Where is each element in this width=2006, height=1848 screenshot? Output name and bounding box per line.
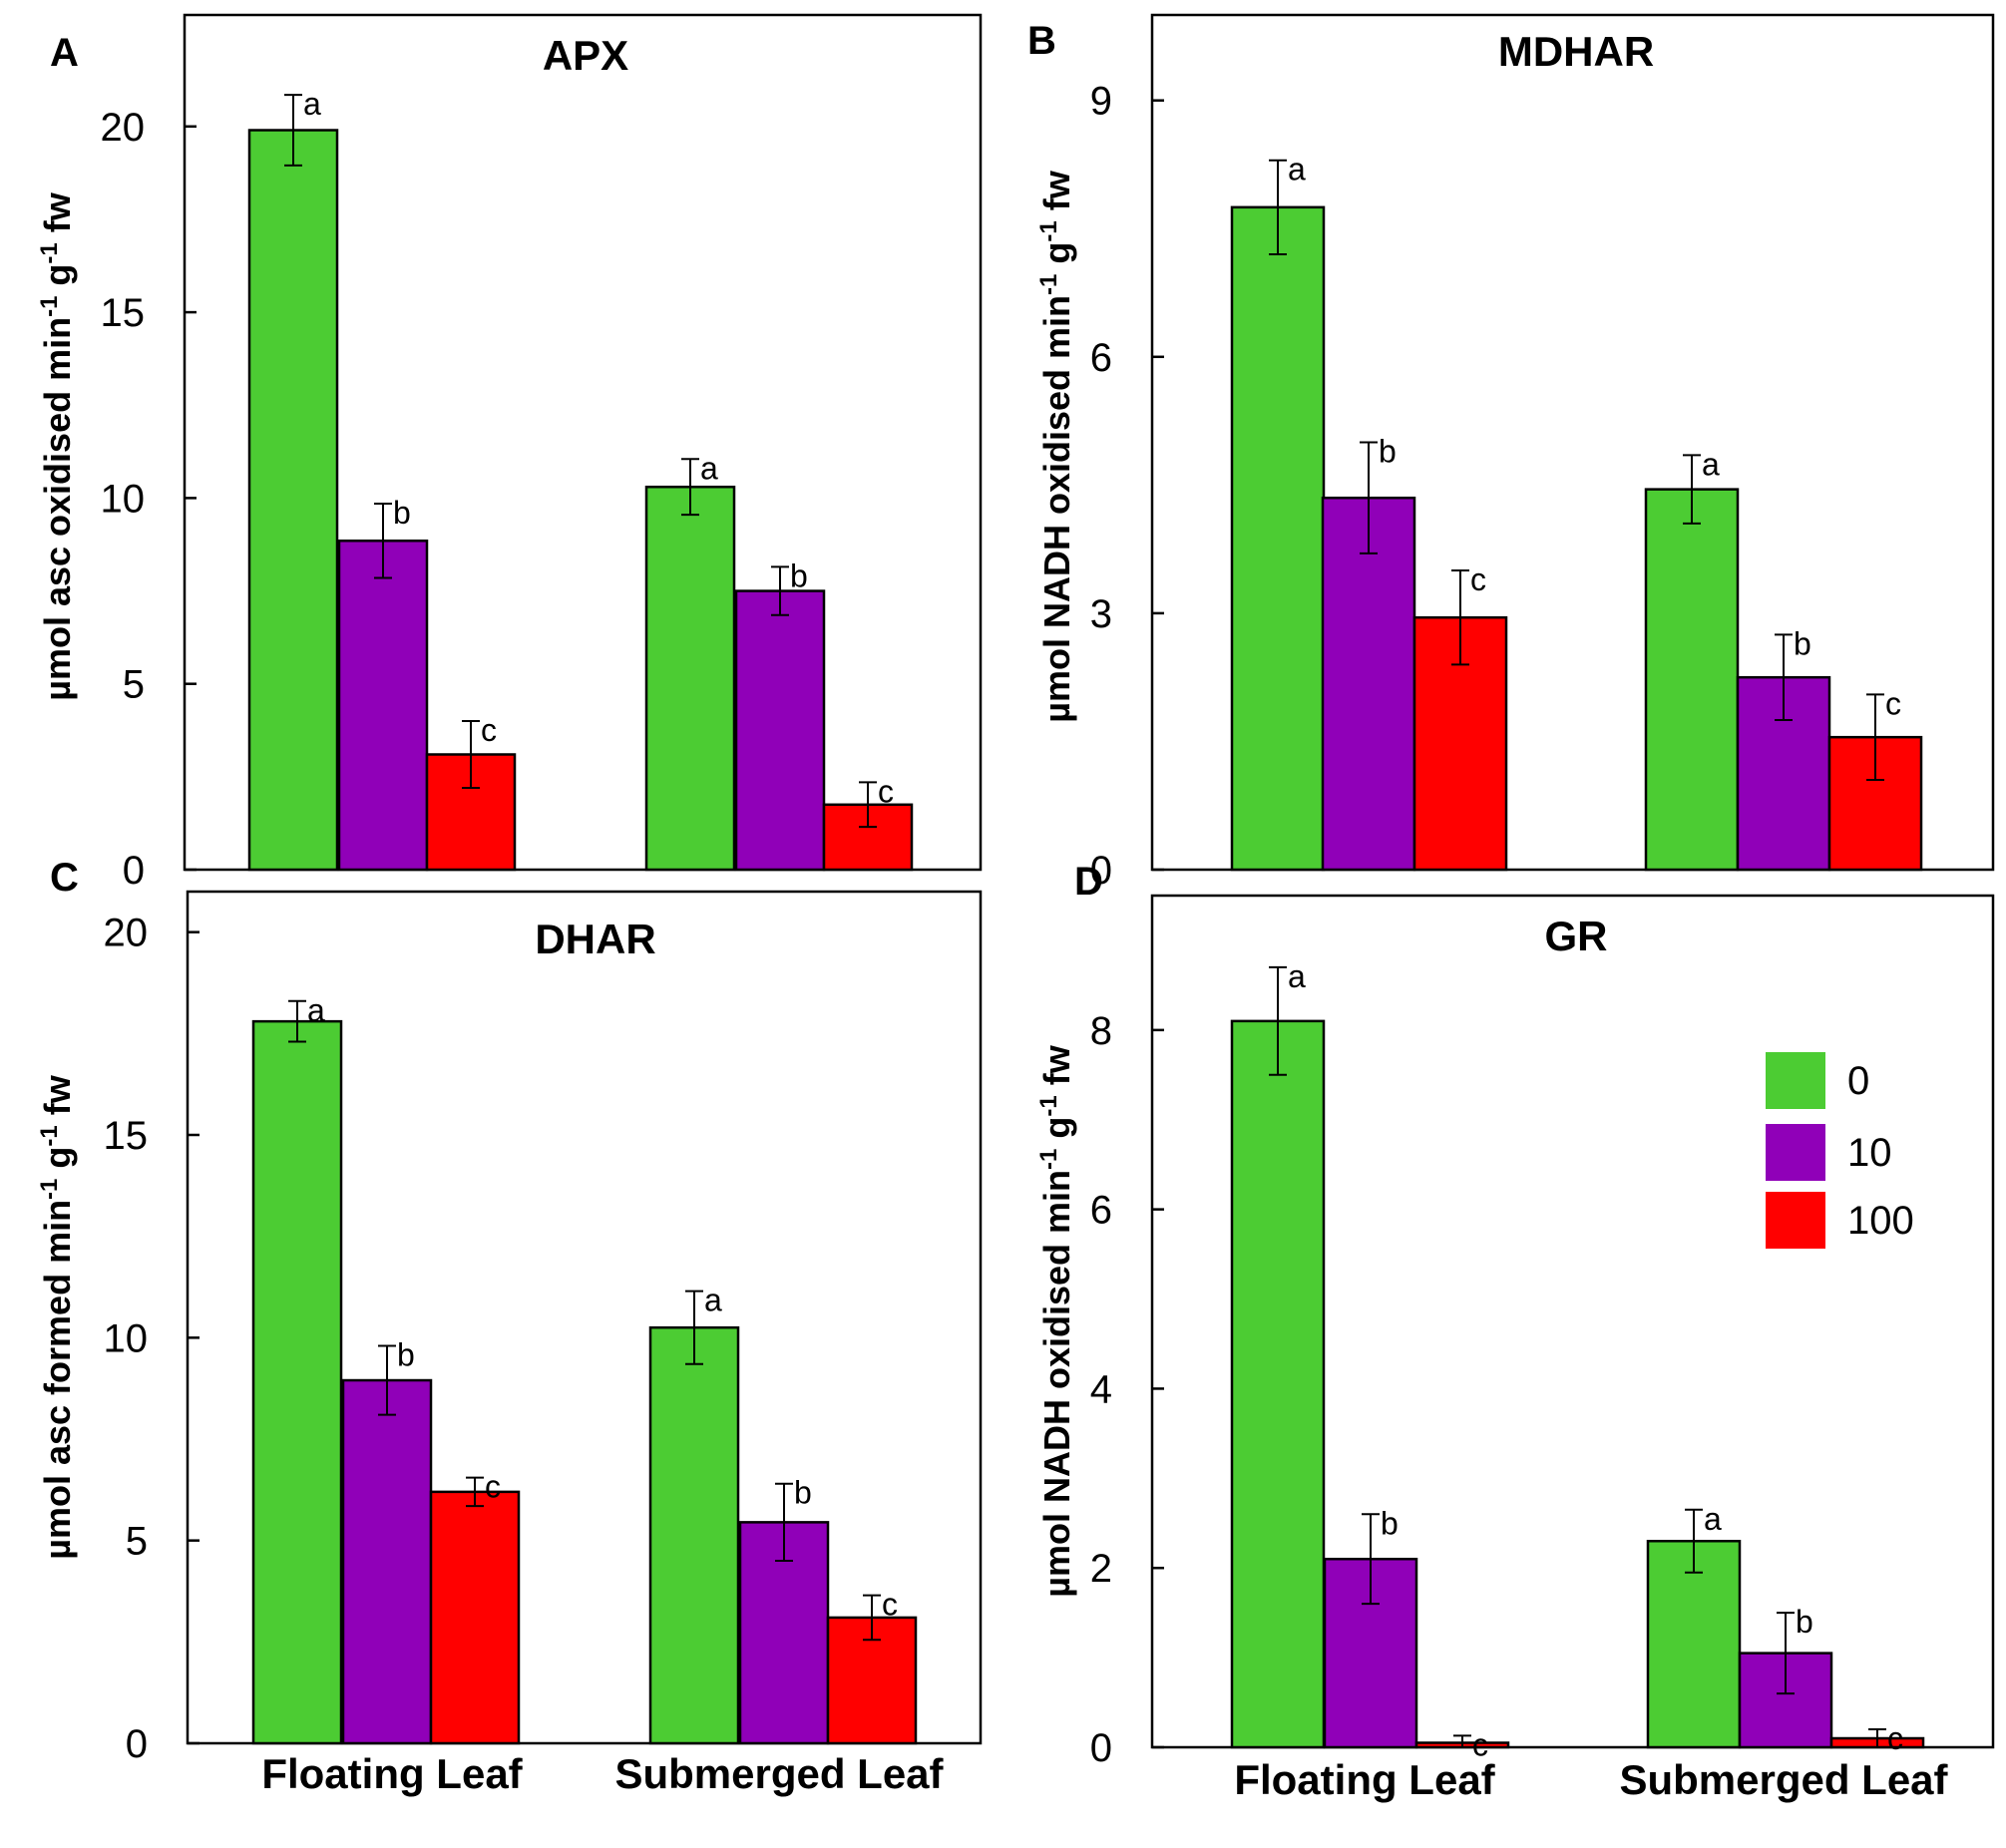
bar-D-0-0 [1230, 1019, 1326, 1749]
y-tick-label: 0 [123, 849, 145, 893]
significance-letter: c [1885, 685, 1901, 721]
y-axis-label: µmol asc formed min-1 g-1 fw [36, 1074, 79, 1560]
significance-letter: a [1288, 152, 1306, 187]
legend-swatch [1766, 1192, 1825, 1249]
panel-letter: C [50, 856, 79, 900]
legend-label: 100 [1847, 1199, 1914, 1243]
significance-letter: b [794, 1475, 812, 1511]
bar-D-1-0 [1646, 1539, 1742, 1749]
panel-title: MDHAR [1498, 28, 1654, 75]
significance-letter: c [1470, 561, 1486, 597]
y-tick-label: 15 [104, 1114, 149, 1158]
significance-letter: a [303, 86, 321, 122]
significance-letter: a [704, 1283, 722, 1318]
y-tick-label: 10 [101, 477, 146, 521]
panel-A: A APX 0 5 10 15 20 µmol asc oxidised min-1 g-1 … [36, 13, 983, 893]
panel-D: D GR 0 2 4 6 8 µmol NADH oxidised min-1 g-1 fw a… [1035, 860, 1995, 1803]
significance-letter: b [1796, 1604, 1813, 1640]
y-axis-label: µmol NADH oxidised min-1 g-1 fw [1035, 1044, 1078, 1597]
plot-frame [183, 13, 983, 872]
y-tick-label: 6 [1090, 1189, 1112, 1233]
significance-letter: c [1472, 1726, 1488, 1762]
y-tick-label: 20 [104, 912, 149, 955]
significance-letter: c [481, 712, 497, 748]
bar-C-0-100 [429, 1490, 521, 1745]
significance-letter: a [1704, 1501, 1722, 1537]
y-tick-label: 0 [1090, 1726, 1112, 1770]
y-tick-label: 5 [123, 663, 145, 707]
y-tick-label: 0 [1090, 849, 1112, 893]
bar-D-0-10 [1323, 1557, 1418, 1749]
y-tick-label: 5 [126, 1520, 148, 1564]
panel-title: DHAR [535, 916, 655, 962]
y-tick-label: 3 [1090, 592, 1112, 636]
bar-A-1-10 [734, 589, 826, 872]
y-tick-label: 15 [101, 291, 146, 335]
y-tick-label: 2 [1090, 1547, 1112, 1591]
significance-letter: b [397, 1336, 415, 1372]
y-tick-label: 8 [1090, 1009, 1112, 1053]
legend-swatch [1766, 1124, 1825, 1181]
significance-letter: a [700, 450, 718, 486]
significance-letter: b [393, 495, 411, 531]
bar-C-0-0 [251, 1019, 343, 1745]
category-label: Submerged Leaf [614, 1750, 944, 1797]
panel-letter: A [50, 31, 79, 75]
significance-letter: c [882, 1587, 898, 1623]
legend-label: 0 [1847, 1059, 1869, 1103]
y-tick-label: 20 [101, 106, 146, 150]
panel-B: B MDHAR 0 3 6 9 µmol NADH oxidised min-1 g-1 f… [1027, 13, 1995, 893]
legend: 0 10 100 [1766, 1052, 1914, 1249]
bar-A-0-0 [247, 129, 339, 872]
y-tick-label: 6 [1090, 336, 1112, 380]
category-label: Submerged Leaf [1619, 1756, 1948, 1803]
y-tick-label: 10 [104, 1316, 149, 1360]
legend-label: 10 [1847, 1131, 1892, 1175]
bar-C-1-0 [648, 1325, 740, 1745]
legend-swatch [1766, 1052, 1825, 1109]
panel-title: APX [543, 32, 628, 79]
panel-letter: D [1074, 860, 1103, 904]
category-label: Floating Leaf [1234, 1756, 1495, 1803]
significance-letter: c [878, 773, 894, 809]
bar-A-0-10 [337, 539, 429, 872]
significance-letter: c [1887, 1720, 1903, 1756]
y-axis-label: µmol asc oxidised min-1 g-1 fw [36, 191, 79, 701]
significance-letter: b [1794, 625, 1811, 661]
significance-letter: b [1379, 434, 1397, 470]
y-axis-label: µmol NADH oxidised min-1 g-1 fw [1035, 170, 1078, 722]
plot-frame [1150, 894, 1995, 1749]
panel-letter: B [1027, 19, 1056, 63]
bar-B-0-0 [1230, 205, 1326, 872]
plot-frame [1150, 13, 1995, 872]
y-tick-label: 9 [1090, 80, 1112, 124]
significance-letter: a [1288, 958, 1306, 994]
bar-C-0-10 [341, 1378, 433, 1745]
y-tick-label: 4 [1090, 1367, 1112, 1411]
y-tick-label: 0 [126, 1722, 148, 1766]
plot-frame [186, 890, 983, 1745]
significance-letter: b [790, 557, 808, 593]
bar-B-1-0 [1644, 488, 1740, 872]
bar-A-1-0 [644, 485, 736, 872]
category-label: Floating Leaf [261, 1750, 523, 1797]
significance-letter: c [485, 1469, 501, 1505]
significance-letter: a [307, 992, 325, 1028]
panel-title: GR [1545, 913, 1608, 959]
significance-letter: b [1381, 1505, 1399, 1541]
significance-letter: a [1702, 446, 1720, 482]
panel-C: C DHAR 0 5 10 15 20 µmol asc formed min-1 g-1 f… [36, 856, 983, 1797]
